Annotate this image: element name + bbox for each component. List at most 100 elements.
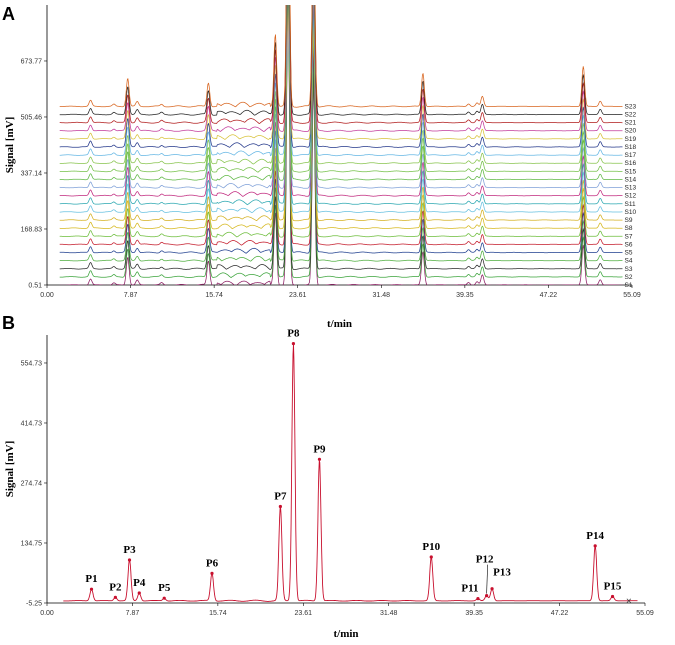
- peak-marker-p2: [113, 595, 117, 599]
- trace-s16: [59, 5, 623, 165]
- peak-marker-p1: [89, 587, 94, 591]
- trace-label-s5: S5: [625, 250, 633, 257]
- panel-b-y-tick-label: -5.25: [26, 601, 42, 608]
- peak-label-p13: P13: [493, 567, 511, 579]
- panel-b-x-tick-label: 7.87: [126, 610, 140, 617]
- panel-a-x-tick-label: 7.87: [124, 292, 138, 299]
- trace-s17: [59, 5, 623, 157]
- peak-label-p14: P14: [586, 530, 604, 542]
- peak-label-p11: P11: [461, 583, 478, 595]
- trace-s5: [59, 5, 623, 254]
- trace-label-s10: S10: [625, 209, 637, 216]
- trace-label-s23: S23: [625, 103, 637, 110]
- panel-a-x-tick-label: 55.09: [623, 292, 641, 299]
- peak-marker-p14: [593, 544, 597, 548]
- panel-a-y-tick-label: 168.83: [21, 226, 43, 233]
- trace-s15: [59, 5, 623, 173]
- peak-label-p9: P9: [313, 443, 326, 455]
- trace-s2: [59, 5, 623, 279]
- peak-marker-p12: [485, 594, 489, 598]
- trace-label-s6: S6: [625, 241, 633, 248]
- panel-b-y-tick-label: 134.75: [21, 540, 43, 547]
- panel-b-x-tick-label: 39.35: [465, 610, 483, 617]
- trace-label-s7: S7: [625, 233, 633, 240]
- trace-s8: [59, 5, 623, 230]
- peak-label-p12: P12: [476, 554, 494, 566]
- panel-a: A 0.00 7.87 15.74 23.61 31.48 39.35 47.22 55.09…: [2, 4, 641, 330]
- panel-b-y-axis-title: Signal [mV]: [4, 441, 16, 498]
- panel-b-x-tick-label: 55.09: [636, 610, 654, 617]
- trace-label-s16: S16: [625, 160, 637, 167]
- panel-a-x-axis-title: t/min: [327, 318, 352, 330]
- trace-label-s14: S14: [625, 176, 637, 183]
- peak-label-p10: P10: [422, 541, 440, 553]
- peak-marker-p6: [210, 571, 214, 575]
- end-marker: [626, 598, 632, 603]
- panel-a-y-axis-title: Signal [mV]: [4, 117, 16, 174]
- panel-a-traces: [59, 5, 623, 285]
- trace-s23: [59, 5, 623, 108]
- panel-b-x-tick-label: 47.22: [551, 610, 569, 617]
- trace-s12: [59, 5, 623, 197]
- peak-label-p4: P4: [133, 577, 146, 589]
- panel-b-x-tick-label: 31.48: [380, 610, 398, 617]
- panel-b-letter: B: [2, 313, 15, 333]
- trace-s4: [59, 5, 623, 262]
- peak-label-p1: P1: [85, 573, 97, 585]
- trace-s19: [59, 5, 623, 140]
- panel-b-x-tick-label: 15.74: [209, 610, 227, 617]
- panel-a-x-tick-label: 23.61: [289, 292, 307, 299]
- trace-s10: [59, 5, 623, 214]
- trace-s9: [59, 5, 623, 222]
- trace-label-s15: S15: [625, 168, 637, 175]
- trace-s14: [59, 5, 623, 181]
- peak-marker-p4: [137, 591, 141, 595]
- trace-s7: [59, 5, 623, 238]
- trace-label-s19: S19: [625, 136, 637, 143]
- trace-label-s22: S22: [625, 112, 637, 119]
- panel-a-x-tick-label: 0.00: [40, 292, 54, 299]
- panel-a-y-tick-label: 673.77: [21, 58, 43, 65]
- panel-b-y-tick-label: 274.74: [21, 480, 43, 487]
- trace-s11: [59, 5, 623, 206]
- panel-a-x-tick-label: 39.35: [456, 292, 474, 299]
- trace-s3: [59, 5, 623, 270]
- trace-label-s13: S13: [625, 185, 637, 192]
- trace-label-s4: S4: [625, 258, 633, 265]
- trace-label-s11: S11: [625, 201, 636, 208]
- trace-label-s17: S17: [625, 152, 637, 159]
- trace-s21: [59, 5, 623, 124]
- peak-marker-p10: [429, 555, 433, 559]
- peak-marker-p9: [317, 457, 322, 461]
- peak-label-p3: P3: [123, 544, 136, 556]
- panel-b-x-axis-title: t/min: [333, 628, 358, 640]
- trace-label-s21: S21: [625, 120, 637, 127]
- trace-label-s18: S18: [625, 144, 637, 151]
- peak-marker-p8: [291, 341, 296, 346]
- panel-b-x-tick-label: 23.61: [295, 610, 313, 617]
- trace-label-s9: S9: [625, 217, 633, 224]
- peak-label-p7: P7: [274, 490, 287, 502]
- peak-label-p15: P15: [604, 580, 622, 592]
- peak-marker-p11: [476, 597, 480, 601]
- trace-s20: [59, 5, 623, 132]
- trace-label-s8: S8: [625, 225, 633, 232]
- peak-marker-p15: [610, 594, 615, 599]
- panel-a-x-tick-label: 31.48: [373, 292, 391, 299]
- panel-b-trace: [63, 343, 638, 602]
- peak-marker-p13: [490, 587, 494, 591]
- panel-b-x-tick-label: 0.00: [40, 610, 54, 617]
- trace-label-s20: S20: [625, 128, 637, 135]
- trace-s1: [59, 5, 623, 285]
- peak-label-p2: P2: [109, 581, 122, 593]
- peak-leader-p12: [486, 564, 488, 594]
- peak-label-p5: P5: [158, 582, 171, 594]
- trace-label-s2: S2: [625, 274, 633, 281]
- panel-a-x-tick-label: 15.74: [205, 292, 223, 299]
- peak-marker-p7: [278, 504, 282, 509]
- trace-s13: [59, 5, 623, 189]
- trace-s18: [59, 5, 623, 149]
- trace-s22: [59, 5, 623, 116]
- peak-label-p6: P6: [206, 557, 219, 569]
